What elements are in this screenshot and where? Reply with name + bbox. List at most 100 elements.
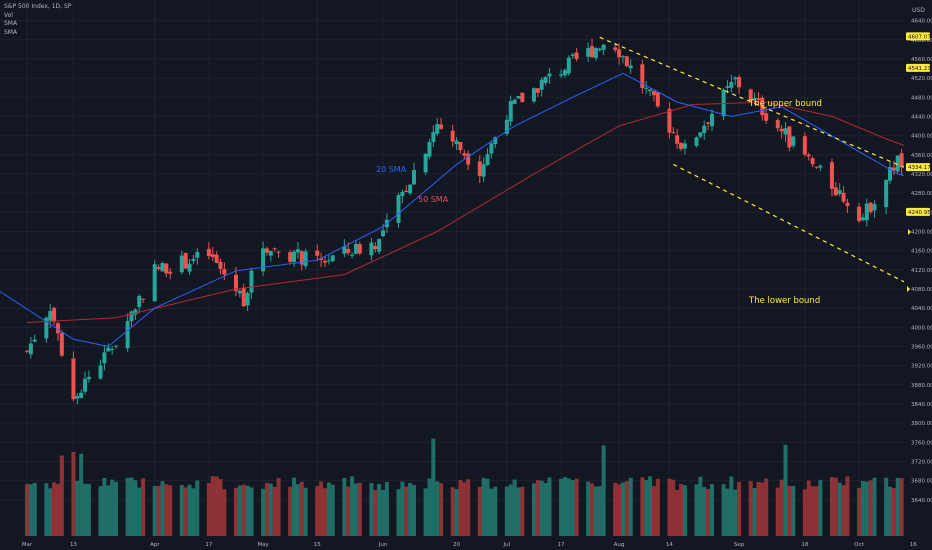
volume-bar bbox=[725, 488, 730, 536]
candle-body bbox=[179, 255, 184, 273]
legend-sma-2: SMA bbox=[4, 28, 18, 36]
sma20-label: 20 SMA bbox=[376, 165, 407, 174]
candle-body bbox=[299, 251, 304, 265]
candle-body bbox=[508, 101, 513, 122]
y-tick-label: 4480.00 bbox=[911, 95, 932, 101]
volume-bar bbox=[675, 489, 680, 536]
currency-label: USD bbox=[912, 7, 925, 14]
candle-body bbox=[884, 179, 889, 208]
candle-body bbox=[83, 378, 88, 392]
volume-bar bbox=[125, 477, 130, 536]
candle-body bbox=[25, 350, 29, 352]
candle-body bbox=[860, 217, 865, 221]
volume-bar bbox=[508, 484, 513, 536]
volume-bar bbox=[547, 477, 552, 536]
y-tick-label: 4400.00 bbox=[911, 134, 932, 140]
candle-body bbox=[535, 88, 540, 93]
candle-body bbox=[493, 137, 498, 145]
volume-bar bbox=[884, 477, 889, 536]
x-tick-label: 18 bbox=[801, 542, 808, 548]
candle-body bbox=[319, 258, 324, 260]
volume-bar bbox=[624, 481, 629, 536]
candle-body bbox=[427, 142, 432, 157]
candle-body bbox=[342, 246, 347, 254]
candle-body bbox=[322, 260, 327, 263]
volume-bar bbox=[748, 481, 753, 536]
grid-lines bbox=[0, 0, 914, 536]
candle-body bbox=[272, 248, 277, 250]
candle-body bbox=[481, 164, 486, 177]
candle-body bbox=[644, 87, 649, 89]
volume-bar bbox=[381, 489, 386, 536]
volume-bar bbox=[299, 481, 304, 536]
candle-body bbox=[864, 203, 869, 221]
price-tag-bg bbox=[906, 63, 930, 72]
volume-bar bbox=[516, 487, 521, 536]
volume-bar bbox=[326, 482, 331, 536]
candle-body bbox=[787, 126, 792, 148]
volume-bar bbox=[477, 486, 482, 536]
volume-bar bbox=[86, 483, 91, 536]
volume-bar bbox=[485, 478, 490, 536]
candle-body bbox=[412, 170, 416, 185]
candle-body bbox=[597, 48, 602, 51]
x-tick-label: May bbox=[257, 542, 269, 548]
candle-body bbox=[404, 190, 409, 193]
candle-body bbox=[899, 153, 904, 168]
candle-body bbox=[783, 128, 788, 135]
candle-body bbox=[628, 65, 633, 69]
candle-body bbox=[110, 349, 115, 351]
volume-bar bbox=[810, 486, 815, 536]
y-tick-label: 4320.00 bbox=[911, 172, 932, 178]
candle-body bbox=[218, 261, 223, 269]
volume-bar bbox=[752, 488, 757, 536]
volume-bar bbox=[888, 486, 893, 536]
volume-bar bbox=[52, 482, 57, 536]
volume-bar bbox=[845, 476, 850, 536]
volume-bar bbox=[303, 487, 308, 536]
candle-body bbox=[466, 153, 471, 165]
candle-body bbox=[888, 167, 893, 181]
volume-bar bbox=[531, 483, 536, 536]
candle-body bbox=[249, 270, 254, 293]
volume-bar bbox=[756, 482, 761, 536]
price-tags: 4607.07 4541.23 4334.17 4240.95 bbox=[906, 32, 931, 216]
candle-body bbox=[721, 89, 726, 117]
candle-body bbox=[748, 89, 753, 101]
volume-bar bbox=[400, 481, 405, 536]
volume-bar bbox=[775, 487, 780, 536]
candle-body bbox=[586, 48, 591, 57]
volume-bar bbox=[729, 476, 734, 536]
volume-bar bbox=[702, 486, 707, 536]
candle-body bbox=[702, 125, 707, 133]
price-tag-label: 4607.07 bbox=[908, 34, 931, 40]
volume-bar bbox=[895, 477, 900, 536]
x-tick-label: Mar bbox=[22, 542, 33, 548]
volume-bar bbox=[760, 482, 765, 536]
candle-body bbox=[44, 317, 49, 339]
candle-body bbox=[156, 267, 161, 269]
candle-body bbox=[837, 190, 842, 194]
candle-body bbox=[357, 244, 362, 254]
volume-bar bbox=[512, 479, 517, 536]
volume-bar bbox=[439, 483, 444, 536]
candle-body bbox=[651, 91, 656, 96]
candle-body bbox=[802, 136, 807, 155]
lower-bound-line bbox=[673, 163, 905, 283]
volume-bar bbox=[98, 486, 103, 536]
volume-bar bbox=[129, 477, 134, 536]
candle-body bbox=[868, 202, 873, 212]
volume-bar bbox=[872, 477, 877, 536]
volume-bar bbox=[574, 478, 579, 536]
candle-body bbox=[613, 47, 618, 51]
candle-body bbox=[264, 248, 269, 253]
time-axis: Mar 13 Apr 17 May 15 Jun 20 Jul 17 Aug 14 Sep 18 Oct 16… bbox=[22, 542, 917, 548]
candle-body bbox=[210, 254, 215, 257]
candle-body bbox=[895, 155, 900, 172]
arrow-marker-1 bbox=[908, 229, 911, 235]
price-tag-label: 4541.23 bbox=[908, 66, 931, 72]
candle-body bbox=[330, 255, 335, 262]
y-tick-label: 4640.00 bbox=[911, 19, 932, 25]
x-tick-label: 20 bbox=[453, 542, 460, 548]
